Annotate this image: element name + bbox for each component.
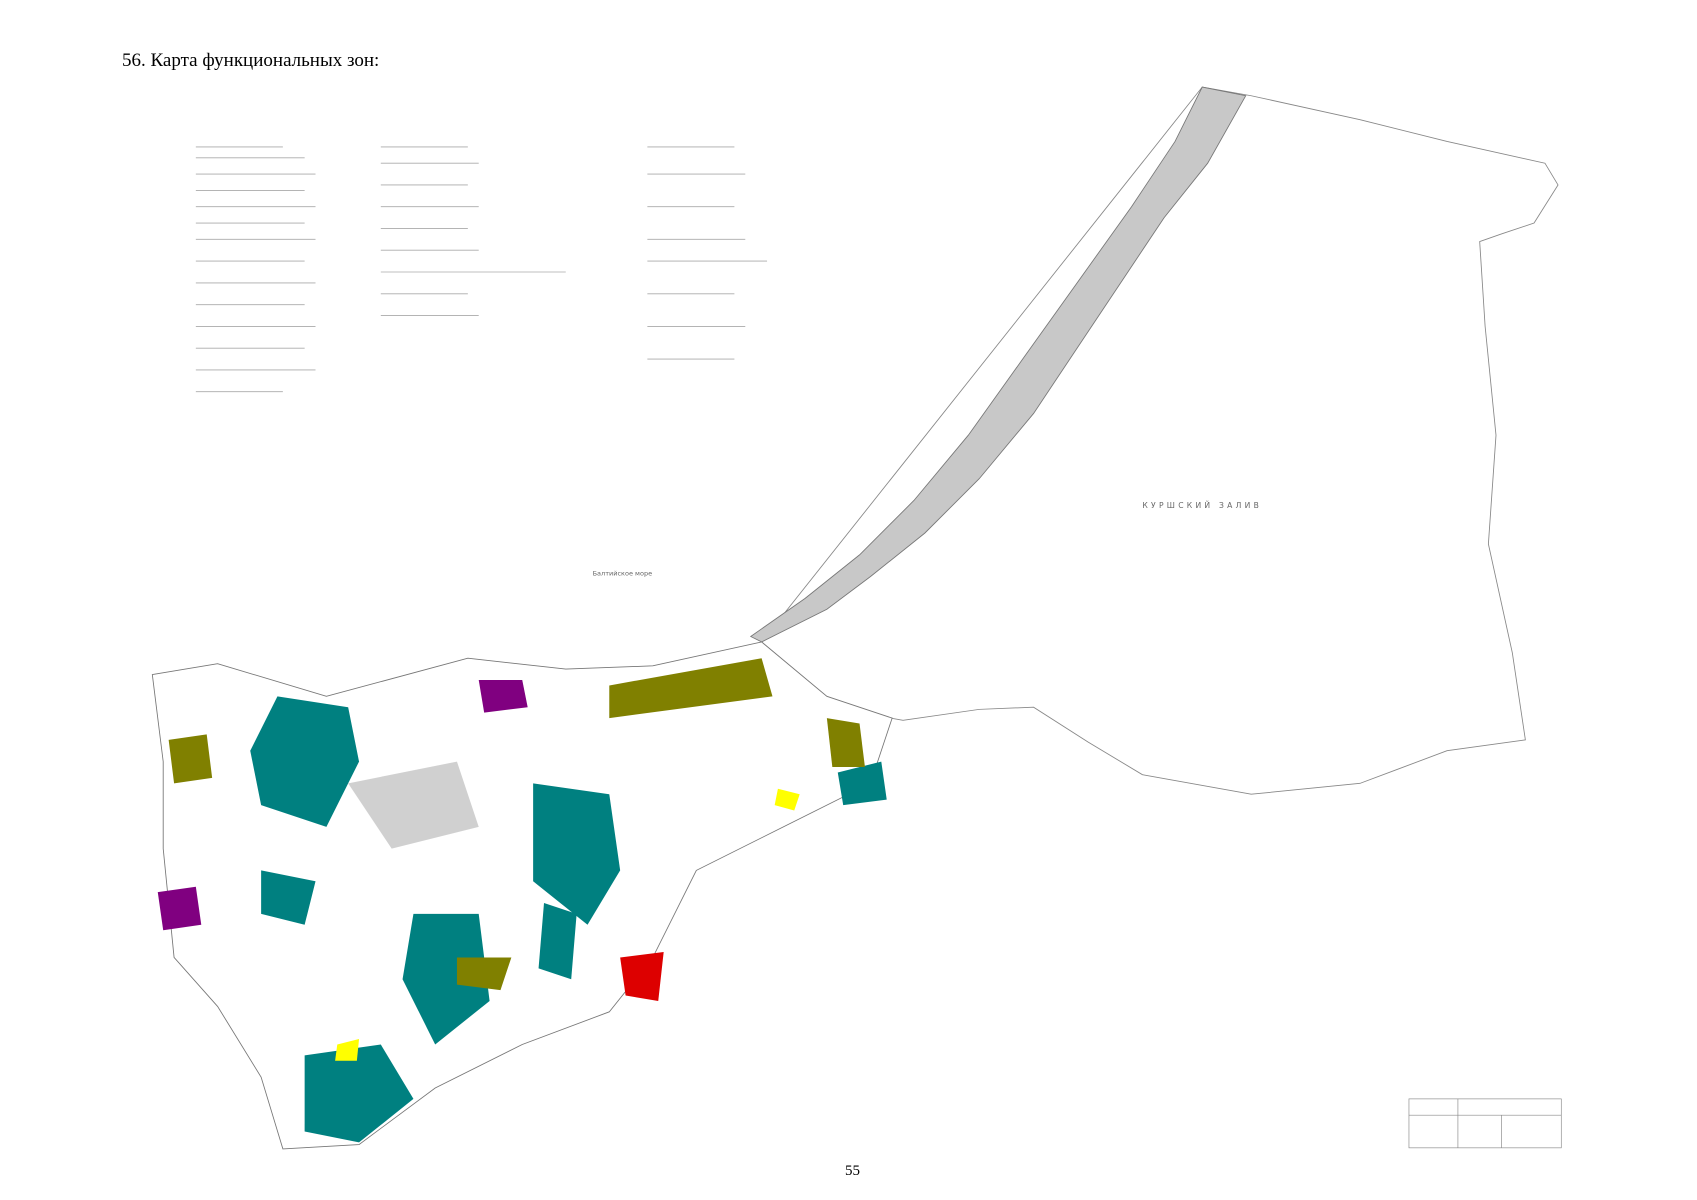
title-block: [1408, 1098, 1562, 1149]
map-label: Балтийское море: [593, 570, 653, 578]
spit: [749, 86, 1247, 643]
page-number: 55: [845, 1163, 860, 1179]
zones: [157, 658, 887, 1143]
lagoon: [761, 86, 1559, 795]
map-drawing: КУРШСКИЙ ЗАЛИВ Балтийское море: [151, 86, 1562, 1150]
map-label: КУРШСКИЙ ЗАЛИВ: [1142, 501, 1262, 510]
legend: [195, 146, 768, 393]
page-title: 56. Карта функциональных зон:: [122, 50, 380, 71]
